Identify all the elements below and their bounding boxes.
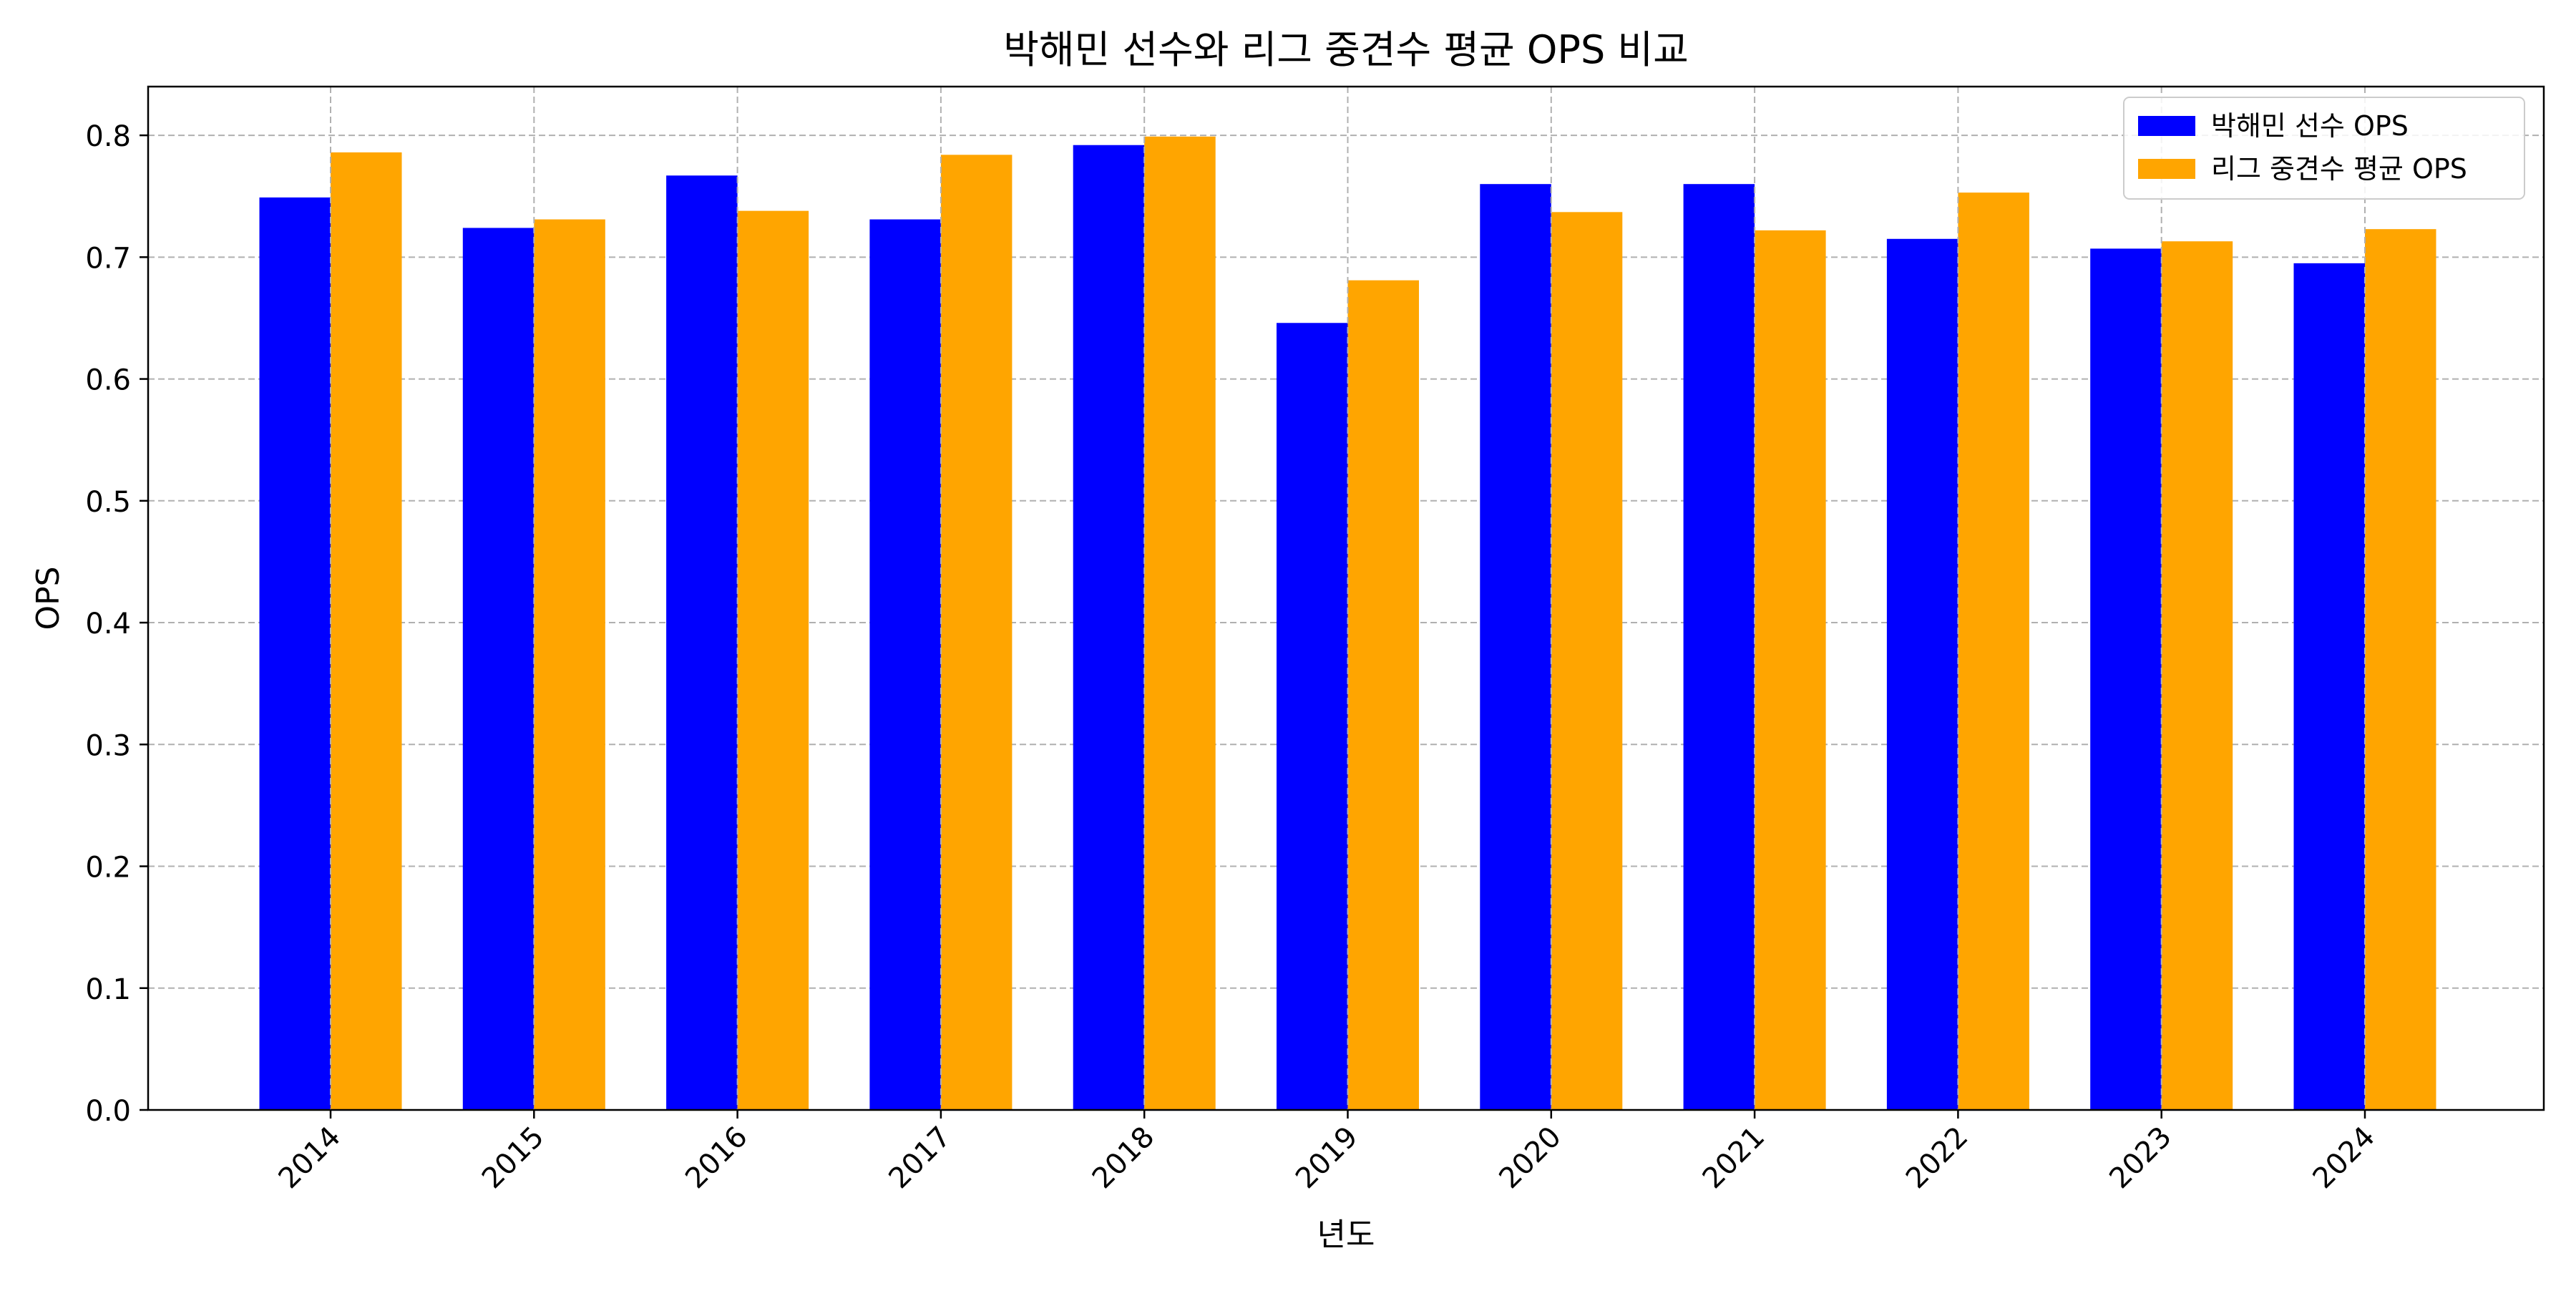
bar-park-haemin (259, 197, 331, 1111)
bar-park-haemin (462, 228, 535, 1110)
legend-swatch (2138, 159, 2195, 179)
bar-league-average (331, 152, 402, 1110)
bar-park-haemin (1073, 145, 1145, 1111)
bar-league-average (1551, 212, 1623, 1111)
bar-league-average (1958, 193, 2029, 1110)
y-tick-label: 0.0 (85, 1095, 131, 1128)
y-tick-label: 0.4 (85, 608, 131, 640)
bar-league-average (737, 210, 809, 1111)
legend-swatch (2138, 116, 2195, 136)
bar-park-haemin (666, 175, 738, 1110)
bar-league-average (534, 219, 605, 1110)
bar-park-haemin (1480, 184, 1551, 1111)
bar-park-haemin (2293, 263, 2365, 1111)
plot-frame (147, 85, 2545, 1111)
bar-league-average (2161, 241, 2233, 1110)
y-tick-label: 0.5 (85, 486, 131, 519)
bar-league-average (2365, 229, 2436, 1110)
bar-league-average (1144, 136, 1216, 1111)
legend-box (2123, 97, 2525, 200)
bar-park-haemin (2090, 248, 2162, 1111)
y-tick-label: 0.1 (85, 973, 131, 1006)
y-tick-label: 0.2 (85, 852, 131, 885)
legend-label: 리그 중견수 평균 OPS (2211, 153, 2467, 185)
bar-park-haemin (1683, 184, 1755, 1111)
bar-league-average (1347, 280, 1420, 1110)
bar-park-haemin (869, 219, 941, 1110)
chart-title: 박해민 선수와 리그 중견수 평균 OPS 비교 (1003, 27, 1689, 72)
legend: 박해민 선수 OPS 리그 중견수 평균 OPS (2123, 97, 2525, 200)
bar-league-average (1755, 230, 1826, 1110)
y-axis-label: OPS (30, 566, 67, 630)
bar-park-haemin (1276, 323, 1348, 1110)
y-tick-label: 0.3 (85, 729, 131, 762)
y-tick-label: 0.6 (85, 364, 131, 397)
bar-park-haemin (1886, 238, 1958, 1110)
y-tick-label: 0.8 (85, 120, 131, 153)
legend-label: 박해민 선수 OPS (2211, 110, 2409, 142)
bar-league-average (940, 155, 1013, 1110)
y-tick-label: 0.7 (85, 242, 131, 275)
x-axis-label: 년도 (1317, 1217, 1375, 1253)
